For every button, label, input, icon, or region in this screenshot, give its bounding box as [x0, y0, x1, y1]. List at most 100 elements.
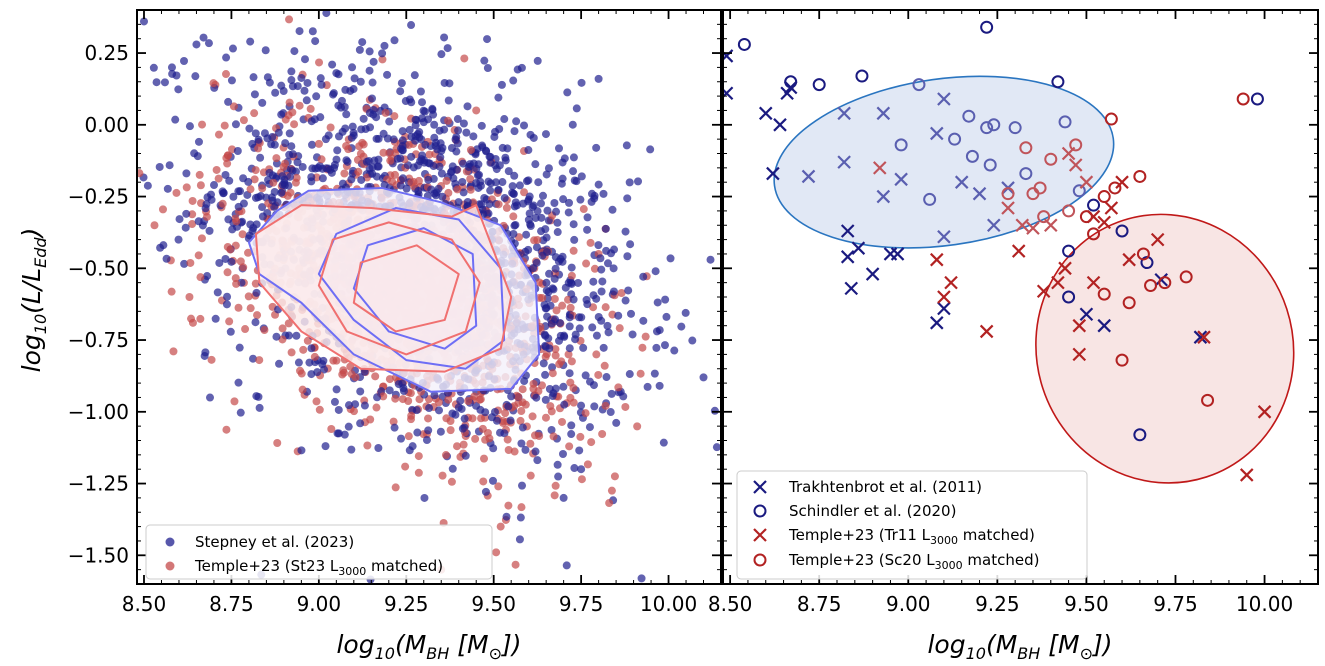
stepney-point: [233, 147, 242, 156]
temple-st23-point: [535, 432, 544, 441]
temple-st23-point: [590, 264, 599, 273]
temple-st23-point: [479, 454, 488, 463]
stepney-point: [509, 229, 518, 238]
temple-st23-point: [229, 102, 238, 111]
stepney-point: [544, 164, 553, 173]
temple-st23-point: [579, 205, 588, 214]
stepney-point: [481, 146, 490, 155]
temple-sc20-point: [1122, 296, 1136, 310]
legend-marker-temple-tr11: [753, 528, 767, 542]
stepney-point: [405, 125, 414, 134]
stepney-point: [532, 393, 541, 402]
temple-st23-point: [558, 301, 567, 310]
stepney-point: [461, 451, 470, 460]
stepney-point: [245, 124, 254, 133]
stepney-point: [332, 69, 341, 78]
stepney-point: [538, 191, 547, 200]
stepney-point: [438, 192, 447, 201]
temple-st23-point: [569, 246, 578, 255]
stepney-point: [475, 170, 484, 179]
stepney-point: [313, 368, 322, 377]
stepney-point: [411, 132, 420, 141]
stepney-point: [706, 255, 715, 264]
stepney-point: [236, 187, 245, 196]
stepney-point: [448, 464, 457, 473]
stepney-point: [350, 74, 359, 83]
stepney-point: [604, 259, 613, 268]
temple-tr11-point: [1011, 244, 1026, 258]
temple-st23-point: [633, 422, 642, 431]
right-x-ticks: 8.50 8.75 9.00 9.25 9.50 9.75 10.00: [708, 10, 1301, 616]
temple-st23-point: [453, 442, 462, 451]
temple-st23-point: [379, 392, 388, 401]
stepney-point: [651, 267, 660, 276]
stepney-point: [206, 393, 215, 402]
temple-st23-point: [605, 499, 614, 508]
temple-st23-point: [292, 173, 301, 182]
stepney-point: [435, 162, 444, 171]
stepney-point: [390, 423, 399, 432]
stepney-point: [307, 117, 316, 126]
temple-st23-point: [460, 54, 469, 63]
stepney-point: [583, 225, 592, 234]
stepney-point: [402, 184, 411, 193]
stepney-point: [272, 332, 281, 341]
temple-st23-point: [535, 278, 544, 287]
stepney-point: [560, 331, 569, 340]
trakhtenbrot-point: [837, 155, 851, 169]
stepney-point: [334, 101, 343, 110]
stepney-point: [627, 309, 636, 318]
temple-st23-point: [528, 412, 537, 421]
stepney-point: [537, 227, 546, 236]
stepney-point: [385, 117, 394, 126]
stepney-point: [430, 120, 439, 129]
stepney-point: [607, 389, 616, 398]
left-legend-box: [145, 524, 493, 580]
stepney-point: [307, 344, 316, 353]
temple-st23-point: [466, 185, 475, 194]
stepney-point: [494, 93, 503, 102]
stepney-point: [330, 397, 339, 406]
stepney-point: [509, 76, 518, 85]
temple-sc20-point: [1133, 169, 1147, 183]
stepney-point: [670, 346, 679, 355]
stepney-point: [481, 487, 490, 496]
trakhtenbrot-point: [840, 224, 855, 238]
temple-st23-point: [551, 481, 560, 490]
temple-tr11-point: [1058, 261, 1072, 276]
temple-st23-point: [601, 401, 610, 410]
stepney-point: [249, 224, 258, 233]
temple-st23-point: [371, 372, 380, 381]
temple-st23-point: [172, 188, 181, 197]
stepney-point: [424, 426, 433, 435]
stepney-point: [454, 198, 463, 207]
stepney-point: [413, 428, 422, 437]
x-tick-label: 9.75: [1153, 592, 1198, 616]
stepney-point: [175, 215, 184, 224]
x-tick-label: 9.00: [297, 592, 342, 616]
temple-st23-point: [388, 177, 397, 186]
stepney-point: [356, 77, 365, 86]
stepney-point: [570, 235, 579, 244]
stepney-point: [541, 130, 550, 139]
stepney-point: [735, 231, 743, 239]
stepney-point: [318, 360, 327, 369]
temple-sc20-point: [1062, 204, 1076, 218]
temple-st23-point: [404, 432, 413, 441]
schindler-point: [980, 20, 994, 34]
stepney-point: [231, 120, 240, 129]
stepney-point: [508, 182, 517, 191]
stepney-point: [604, 328, 613, 337]
stepney-point: [522, 230, 531, 239]
stepney-point: [398, 174, 407, 183]
stepney-point: [543, 294, 552, 303]
stepney-point: [474, 183, 483, 192]
stepney-point: [425, 404, 434, 413]
stepney-point: [444, 96, 453, 105]
stepney-point: [507, 392, 516, 401]
stepney-point: [249, 354, 258, 363]
temple-st23-point: [567, 357, 576, 366]
stepney-point: [348, 63, 357, 72]
stepney-point: [577, 172, 586, 181]
stepney-point: [480, 193, 489, 202]
